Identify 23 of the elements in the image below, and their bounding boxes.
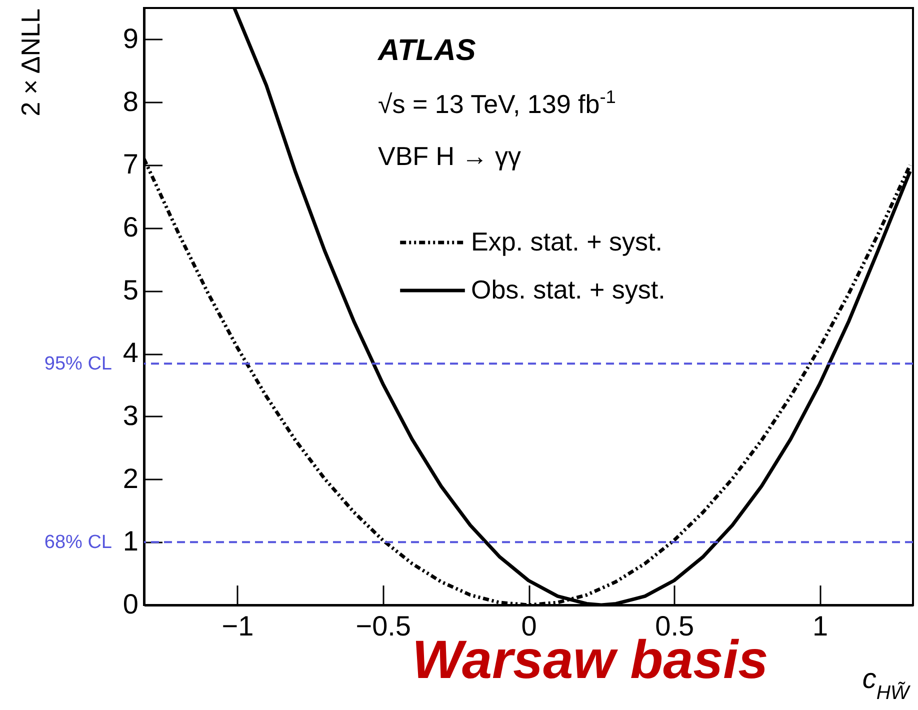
y-tick-label: 5 [122,274,138,306]
ref-line-label: 68% CL [44,532,112,554]
y-tick-label: 1 [122,526,138,557]
x-tick-label: 0.5 [655,610,694,642]
x-tick-label: −0.5 [356,610,411,642]
y-tick-label: 4 [122,337,138,368]
x-tick-label: −1 [222,610,254,642]
y-tick-label: 3 [122,400,138,431]
y-tick-label: 6 [122,211,138,242]
ref-line-label: 95% CL [44,354,112,375]
x-tick-label: 1 [812,610,828,642]
annotation: √s = 13 TeV, 139 fb$^{-1}$ [378,87,616,119]
x-axis-title: c$_{HW̃}$ [862,663,912,704]
y-tick-label: 0 [122,588,138,620]
annotation: VBF H → γγ [378,141,522,171]
legend-label: Obs. stat. + syst. [471,274,666,304]
y-tick-label: 2 [122,462,138,494]
annotation: ATLAS [377,34,476,67]
y-tick-label: 7 [122,148,138,180]
y-tick-label: 9 [122,22,138,54]
y-tick-label: 8 [122,86,138,117]
y-axis-title: 2 × ΔNLL [16,8,46,116]
legend-label: Exp. stat. + syst. [471,226,662,256]
